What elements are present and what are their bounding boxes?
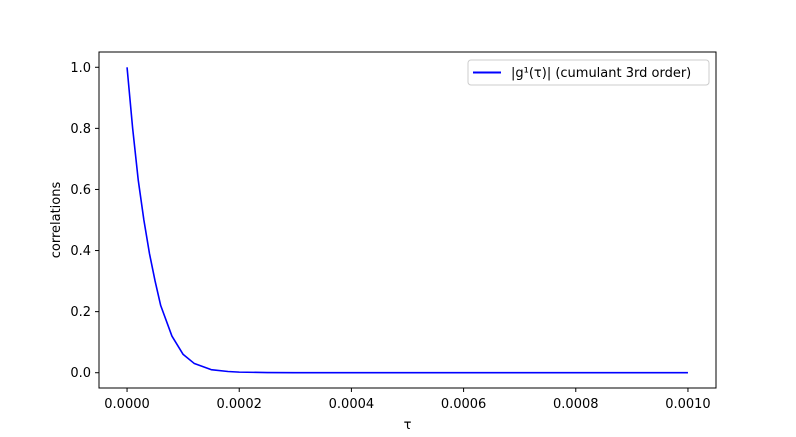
x-axis-label: τ <box>404 418 412 433</box>
series-line-0 <box>126 67 688 374</box>
x-tick-label: 0.0008 <box>553 397 599 412</box>
legend: |g¹(τ)| (cumulant 3rd order) <box>467 59 710 86</box>
y-tick-label: 0.6 <box>70 183 91 198</box>
plot-frame <box>98 51 717 389</box>
y-axis-ticks: 0.0 0.2 0.4 0.6 0.8 1.0 <box>70 61 99 381</box>
legend-box <box>467 59 710 86</box>
series-layer <box>126 67 688 374</box>
plot-area <box>99 52 716 388</box>
y-tick-label: 0.2 <box>70 305 91 320</box>
y-tick-label: 1.0 <box>70 61 91 76</box>
y-axis-label: correlations <box>49 182 64 259</box>
y-tick-label: 0.4 <box>70 244 91 259</box>
x-axis-ticks: 0.0000 0.0002 0.0004 0.0006 0.0008 0.0010 <box>104 388 711 412</box>
y-tick-label: 0.8 <box>70 122 91 137</box>
x-tick-label: 0.0000 <box>104 397 150 412</box>
x-tick-label: 0.0006 <box>441 397 487 412</box>
x-tick-label: 0.0002 <box>216 397 262 412</box>
y-tick-label: 0.0 <box>70 366 91 381</box>
x-tick-label: 0.0010 <box>665 397 711 412</box>
x-tick-label: 0.0004 <box>329 397 375 412</box>
legend-entry-label: |g¹(τ)| (cumulant 3rd order) <box>511 66 691 81</box>
